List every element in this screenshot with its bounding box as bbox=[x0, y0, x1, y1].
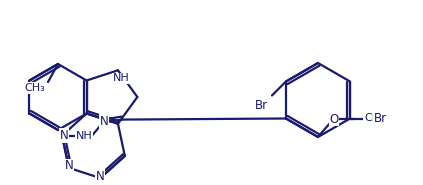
Text: CH₃: CH₃ bbox=[364, 113, 385, 123]
Text: N: N bbox=[65, 159, 73, 172]
Text: N: N bbox=[100, 115, 108, 128]
Text: N: N bbox=[60, 129, 69, 142]
Text: NH: NH bbox=[113, 73, 129, 83]
Text: CH₃: CH₃ bbox=[24, 83, 45, 93]
Text: Br: Br bbox=[255, 99, 268, 112]
Text: N: N bbox=[96, 170, 104, 183]
Text: Br: Br bbox=[374, 112, 387, 125]
Text: NH: NH bbox=[76, 131, 93, 141]
Text: O: O bbox=[330, 112, 339, 125]
